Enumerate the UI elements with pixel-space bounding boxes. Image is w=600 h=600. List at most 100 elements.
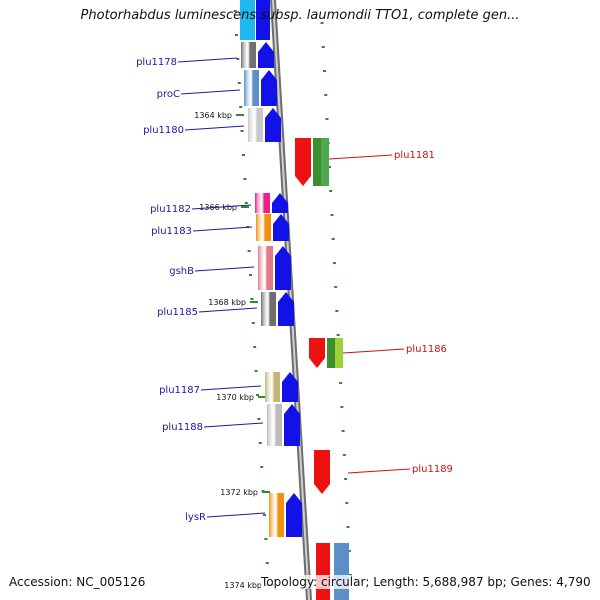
guide-dot-outer xyxy=(344,478,348,480)
gene-label-plu1186: plu1186 xyxy=(406,344,447,355)
guide-dot-outer xyxy=(327,166,331,168)
guide-dot-inner xyxy=(260,466,264,468)
gene-block xyxy=(255,193,270,213)
gene-block xyxy=(313,138,321,186)
gene-block xyxy=(334,543,349,600)
tick-label: 1368 kbp xyxy=(208,298,246,307)
guide-dot-inner xyxy=(237,82,241,84)
cds-arrow xyxy=(316,543,330,600)
label-line xyxy=(177,57,238,63)
label-line xyxy=(200,385,262,391)
gene-label-plu1181: plu1181 xyxy=(394,150,435,161)
tick-mark xyxy=(241,206,249,208)
label-line xyxy=(203,422,264,428)
label-line xyxy=(191,204,252,210)
tick-mark xyxy=(262,491,270,493)
guide-dot-outer xyxy=(332,262,336,264)
guide-dot-inner xyxy=(247,250,251,252)
cds-arrow xyxy=(284,404,300,446)
guide-dot-inner xyxy=(250,298,254,300)
tick-mark xyxy=(250,301,258,303)
guide-dot-outer xyxy=(320,22,324,24)
guide-dot-outer xyxy=(322,70,326,72)
gene-label-plu1180: plu1180 xyxy=(143,125,184,136)
gene-block xyxy=(258,246,273,290)
gene-label-plu1187: plu1187 xyxy=(159,385,200,396)
cds-arrow xyxy=(295,138,311,186)
cds-arrow xyxy=(309,338,325,368)
guide-dot-outer xyxy=(330,214,334,216)
cds-arrow xyxy=(272,193,288,213)
guide-dot-inner xyxy=(233,10,237,12)
guide-dot-outer xyxy=(340,406,344,408)
tick-mark xyxy=(258,396,266,398)
guide-dot-outer xyxy=(347,550,351,552)
gene-label-lysR: lysR xyxy=(185,512,206,523)
gene-label-proC: proC xyxy=(157,89,180,100)
cds-arrow xyxy=(273,214,289,241)
gene-label-plu1183: plu1183 xyxy=(151,226,192,237)
label-line xyxy=(198,307,258,313)
cds-arrow xyxy=(275,246,291,290)
guide-dot-inner xyxy=(254,370,258,372)
guide-dot-inner xyxy=(264,538,268,540)
label-line xyxy=(342,348,405,354)
tick-label: 1364 kbp xyxy=(194,111,232,120)
label-line xyxy=(184,125,245,131)
cds-arrow xyxy=(265,108,281,142)
guide-dot-inner xyxy=(236,58,240,60)
guide-dot-outer xyxy=(321,46,325,48)
gene-block xyxy=(335,338,343,368)
guide-dot-outer xyxy=(336,334,340,336)
label-line xyxy=(347,468,411,474)
guide-dot-inner xyxy=(251,322,255,324)
guide-dot-inner xyxy=(239,106,243,108)
label-line xyxy=(192,226,253,232)
guide-dot-outer xyxy=(329,190,333,192)
label-line xyxy=(194,266,255,272)
guide-dot-inner xyxy=(234,34,238,36)
cds-arrow xyxy=(286,493,302,537)
cds-arrow xyxy=(282,372,298,402)
cds-arrow xyxy=(261,70,277,106)
guide-dot-inner xyxy=(262,514,266,516)
topology-text: Topology: circular; Length: 5,688,987 bp… xyxy=(261,575,591,589)
guide-dot-inner xyxy=(255,394,259,396)
gene-block xyxy=(240,0,255,40)
guide-dot-inner xyxy=(243,178,247,180)
tick-label: 1372 kbp xyxy=(220,488,258,497)
gene-label-plu1189: plu1189 xyxy=(412,464,453,475)
cds-arrow xyxy=(256,0,270,40)
gene-block xyxy=(269,493,284,537)
label-line xyxy=(206,512,266,518)
accession-text: Accession: NC_005126 xyxy=(9,575,146,589)
gene-label-plu1182: plu1182 xyxy=(150,204,191,215)
guide-dot-outer xyxy=(324,94,328,96)
guide-dot-outer xyxy=(335,310,339,312)
gene-block xyxy=(261,292,276,326)
cds-arrow xyxy=(314,450,330,494)
gene-block xyxy=(248,108,263,142)
guide-dot-outer xyxy=(325,118,329,120)
guide-dot-outer xyxy=(346,526,350,528)
label-line xyxy=(180,89,241,95)
gene-block xyxy=(256,214,271,241)
gene-block xyxy=(244,70,259,106)
tick-label: 1370 kbp xyxy=(216,393,254,402)
guide-dot-inner xyxy=(258,442,262,444)
cds-arrow xyxy=(258,42,274,68)
gene-block xyxy=(321,138,329,186)
guide-dot-outer xyxy=(339,382,343,384)
gene-label-gshB: gshB xyxy=(169,266,194,277)
tick-mark xyxy=(236,114,244,116)
gene-block xyxy=(327,338,335,368)
guide-dot-inner xyxy=(253,346,257,348)
gene-label-plu1185: plu1185 xyxy=(157,307,198,318)
guide-dot-outer xyxy=(342,454,346,456)
guide-dot-inner xyxy=(257,418,261,420)
guide-dot-inner xyxy=(265,562,269,564)
guide-dot-outer xyxy=(334,286,338,288)
guide-dot-inner xyxy=(241,154,245,156)
guide-dot-outer xyxy=(341,430,345,432)
